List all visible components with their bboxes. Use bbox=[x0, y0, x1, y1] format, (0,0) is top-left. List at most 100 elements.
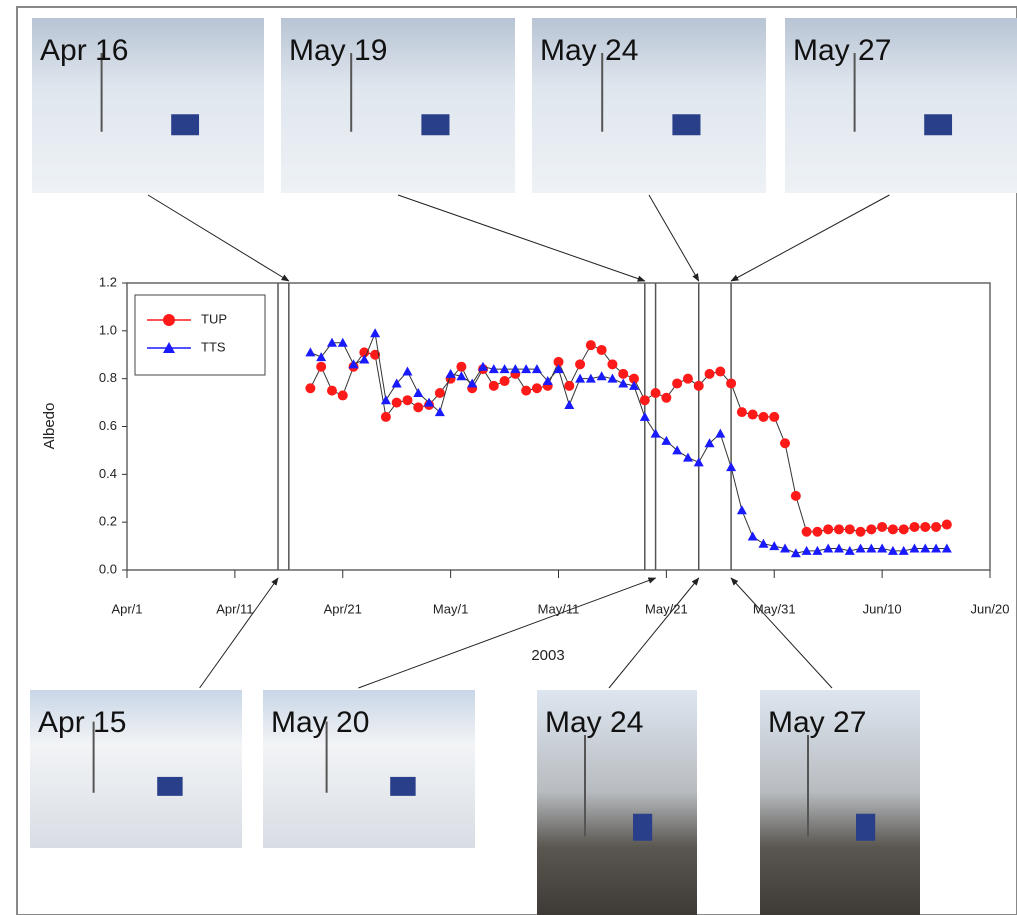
point bbox=[607, 359, 617, 369]
point bbox=[748, 410, 758, 420]
photo-equipment bbox=[672, 114, 700, 135]
arrow bbox=[649, 195, 699, 281]
point bbox=[446, 369, 456, 378]
point bbox=[640, 412, 650, 421]
point bbox=[866, 524, 876, 534]
point bbox=[888, 524, 898, 534]
photo-label: May 24 bbox=[540, 34, 638, 67]
point bbox=[651, 388, 661, 398]
y-tick-label: 0.8 bbox=[99, 370, 117, 385]
arrow bbox=[731, 195, 889, 281]
point bbox=[694, 457, 704, 466]
point bbox=[802, 527, 812, 537]
x-tick-label: May/1 bbox=[433, 601, 468, 616]
y-tick-label: 0.4 bbox=[99, 466, 117, 481]
point bbox=[575, 359, 585, 369]
point bbox=[305, 347, 315, 356]
arrow bbox=[609, 578, 699, 688]
point bbox=[618, 378, 628, 387]
point bbox=[500, 376, 510, 386]
point bbox=[748, 532, 758, 541]
point bbox=[823, 524, 833, 534]
point bbox=[402, 395, 412, 405]
point bbox=[392, 398, 402, 408]
x-tick-label: Jun/10 bbox=[863, 601, 902, 616]
arrow bbox=[358, 578, 655, 688]
point bbox=[683, 374, 693, 384]
point bbox=[402, 366, 412, 375]
photo-equipment bbox=[924, 114, 952, 135]
point bbox=[435, 388, 445, 398]
photo-equipment bbox=[421, 114, 449, 135]
point bbox=[564, 400, 574, 409]
x-tick-label: Apr/21 bbox=[324, 601, 362, 616]
point bbox=[413, 402, 423, 412]
point bbox=[726, 462, 736, 471]
photo-label: May 27 bbox=[768, 706, 866, 739]
point bbox=[597, 371, 607, 380]
photo-label: May 20 bbox=[271, 706, 369, 739]
point bbox=[683, 453, 693, 462]
point bbox=[834, 524, 844, 534]
point bbox=[845, 524, 855, 534]
arrow bbox=[148, 195, 289, 281]
y-tick-label: 0.0 bbox=[99, 561, 117, 576]
point bbox=[338, 390, 348, 400]
point bbox=[812, 527, 822, 537]
point bbox=[370, 328, 380, 337]
point bbox=[769, 412, 779, 422]
photo-label: May 24 bbox=[545, 706, 643, 739]
point bbox=[651, 429, 661, 438]
point bbox=[715, 429, 725, 438]
point bbox=[877, 522, 887, 532]
legend-box bbox=[135, 295, 265, 375]
photo-label: May 19 bbox=[289, 34, 387, 67]
point bbox=[791, 491, 801, 501]
point bbox=[456, 362, 466, 372]
point bbox=[618, 369, 628, 379]
series-line bbox=[310, 333, 946, 553]
y-tick-label: 0.6 bbox=[99, 418, 117, 433]
point bbox=[586, 340, 596, 350]
arrow bbox=[731, 578, 832, 688]
x-tick-label: May/21 bbox=[645, 601, 688, 616]
point bbox=[640, 395, 650, 405]
photo-equipment bbox=[390, 777, 415, 796]
x-axis-label: 2003 bbox=[531, 647, 564, 664]
point bbox=[715, 366, 725, 376]
point bbox=[942, 520, 952, 530]
x-tick-label: Apr/1 bbox=[111, 601, 142, 616]
point bbox=[737, 505, 747, 514]
point bbox=[672, 378, 682, 388]
photo-label: May 27 bbox=[793, 34, 891, 67]
photo-equipment bbox=[157, 777, 182, 796]
photo-equipment bbox=[633, 814, 652, 841]
point bbox=[726, 378, 736, 388]
photo-label: Apr 15 bbox=[38, 706, 126, 739]
photo-label: Apr 16 bbox=[40, 34, 128, 67]
point bbox=[758, 539, 768, 548]
arrow bbox=[200, 578, 278, 688]
arrow bbox=[398, 195, 645, 281]
point bbox=[521, 386, 531, 396]
point bbox=[316, 362, 326, 372]
x-tick-label: Jun/20 bbox=[970, 601, 1009, 616]
y-tick-label: 1.2 bbox=[99, 274, 117, 289]
legend-symbol bbox=[163, 314, 175, 326]
point bbox=[316, 352, 326, 361]
point bbox=[737, 407, 747, 417]
legend-label: TUP bbox=[201, 311, 227, 326]
point bbox=[327, 386, 337, 396]
point bbox=[597, 345, 607, 355]
point bbox=[305, 383, 315, 393]
y-axis-label: Albedo bbox=[41, 403, 58, 450]
point bbox=[909, 522, 919, 532]
photo-equipment bbox=[856, 814, 875, 841]
y-tick-label: 0.2 bbox=[99, 514, 117, 529]
point bbox=[758, 412, 768, 422]
x-tick-label: Apr/11 bbox=[216, 601, 253, 616]
point bbox=[931, 522, 941, 532]
point bbox=[661, 436, 671, 445]
y-tick-label: 1.0 bbox=[99, 322, 117, 337]
point bbox=[661, 393, 671, 403]
